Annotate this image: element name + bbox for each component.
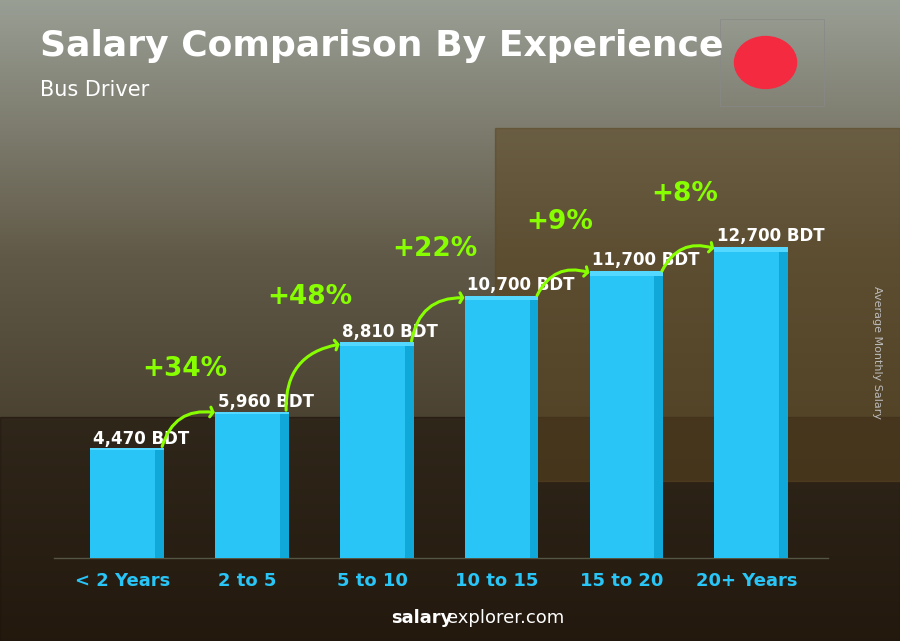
Bar — [464, 296, 538, 301]
Text: 4,470 BDT: 4,470 BDT — [93, 429, 189, 447]
Text: 12,700 BDT: 12,700 BDT — [717, 227, 824, 245]
Bar — [280, 414, 289, 558]
Bar — [495, 128, 900, 481]
Bar — [529, 301, 538, 558]
Text: +22%: +22% — [392, 236, 477, 262]
Text: 5,960 BDT: 5,960 BDT — [218, 393, 313, 411]
Bar — [215, 414, 280, 558]
Bar — [654, 276, 663, 558]
Bar — [90, 448, 164, 450]
Bar — [590, 276, 654, 558]
Bar — [715, 253, 779, 558]
Bar — [464, 301, 529, 558]
Bar — [340, 342, 413, 346]
Bar — [90, 450, 155, 558]
Bar — [779, 253, 788, 558]
Text: 8,810 BDT: 8,810 BDT — [342, 322, 438, 340]
Bar — [155, 450, 164, 558]
Bar — [590, 271, 663, 276]
Bar — [340, 346, 405, 558]
Text: +8%: +8% — [651, 181, 718, 208]
Bar — [405, 346, 413, 558]
Bar — [215, 412, 289, 414]
Text: 10,700 BDT: 10,700 BDT — [467, 276, 575, 294]
Text: Average Monthly Salary: Average Monthly Salary — [872, 286, 883, 419]
Bar — [0, 417, 900, 641]
Text: 11,700 BDT: 11,700 BDT — [592, 251, 699, 269]
Text: Salary Comparison By Experience: Salary Comparison By Experience — [40, 29, 724, 63]
Text: explorer.com: explorer.com — [447, 609, 564, 627]
Bar — [715, 247, 788, 253]
Text: Bus Driver: Bus Driver — [40, 80, 149, 100]
Text: +34%: +34% — [142, 356, 228, 381]
Text: +48%: +48% — [267, 284, 353, 310]
Circle shape — [734, 37, 796, 88]
Text: salary: salary — [392, 609, 453, 627]
Text: +9%: +9% — [526, 208, 593, 235]
